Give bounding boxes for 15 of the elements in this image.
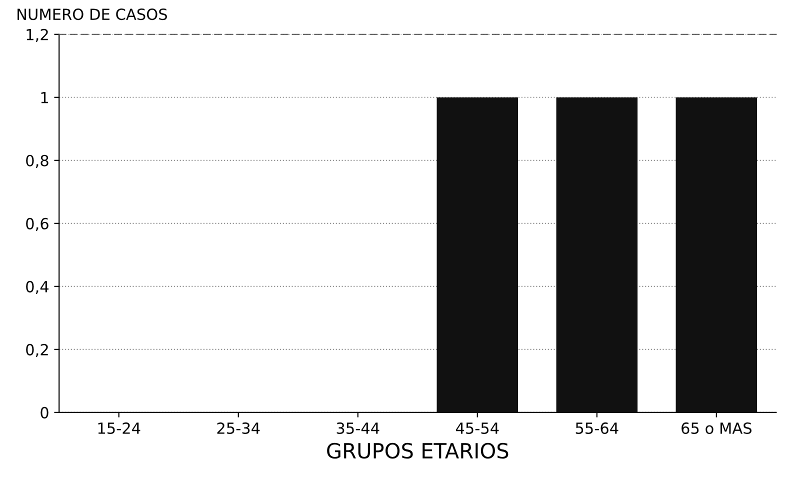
x-tick-label: 25-34 — [217, 422, 260, 434]
x-tick-label: 35-44 — [336, 422, 380, 434]
y-tick-label: 1,2 — [26, 28, 48, 42]
y-tick-label: 0,8 — [26, 154, 48, 168]
x-tick-label: 65 o MAS — [682, 422, 752, 434]
y-tick-label: 0,6 — [26, 218, 48, 231]
x-axis-title: GRUPOS ETARIOS — [327, 442, 508, 459]
y-axis-title: NUMERO DE CASOS — [18, 8, 167, 20]
y-tick-label: 0,2 — [26, 344, 48, 358]
y-tick-label: 1 — [41, 92, 48, 104]
x-tick-label: 55-64 — [576, 422, 618, 434]
y-tick-label: 0,4 — [26, 280, 49, 294]
x-tick-label: 45-54 — [456, 422, 499, 434]
x-tick-label: 15-24 — [98, 422, 140, 434]
y-tick-label: 0 — [40, 406, 48, 418]
